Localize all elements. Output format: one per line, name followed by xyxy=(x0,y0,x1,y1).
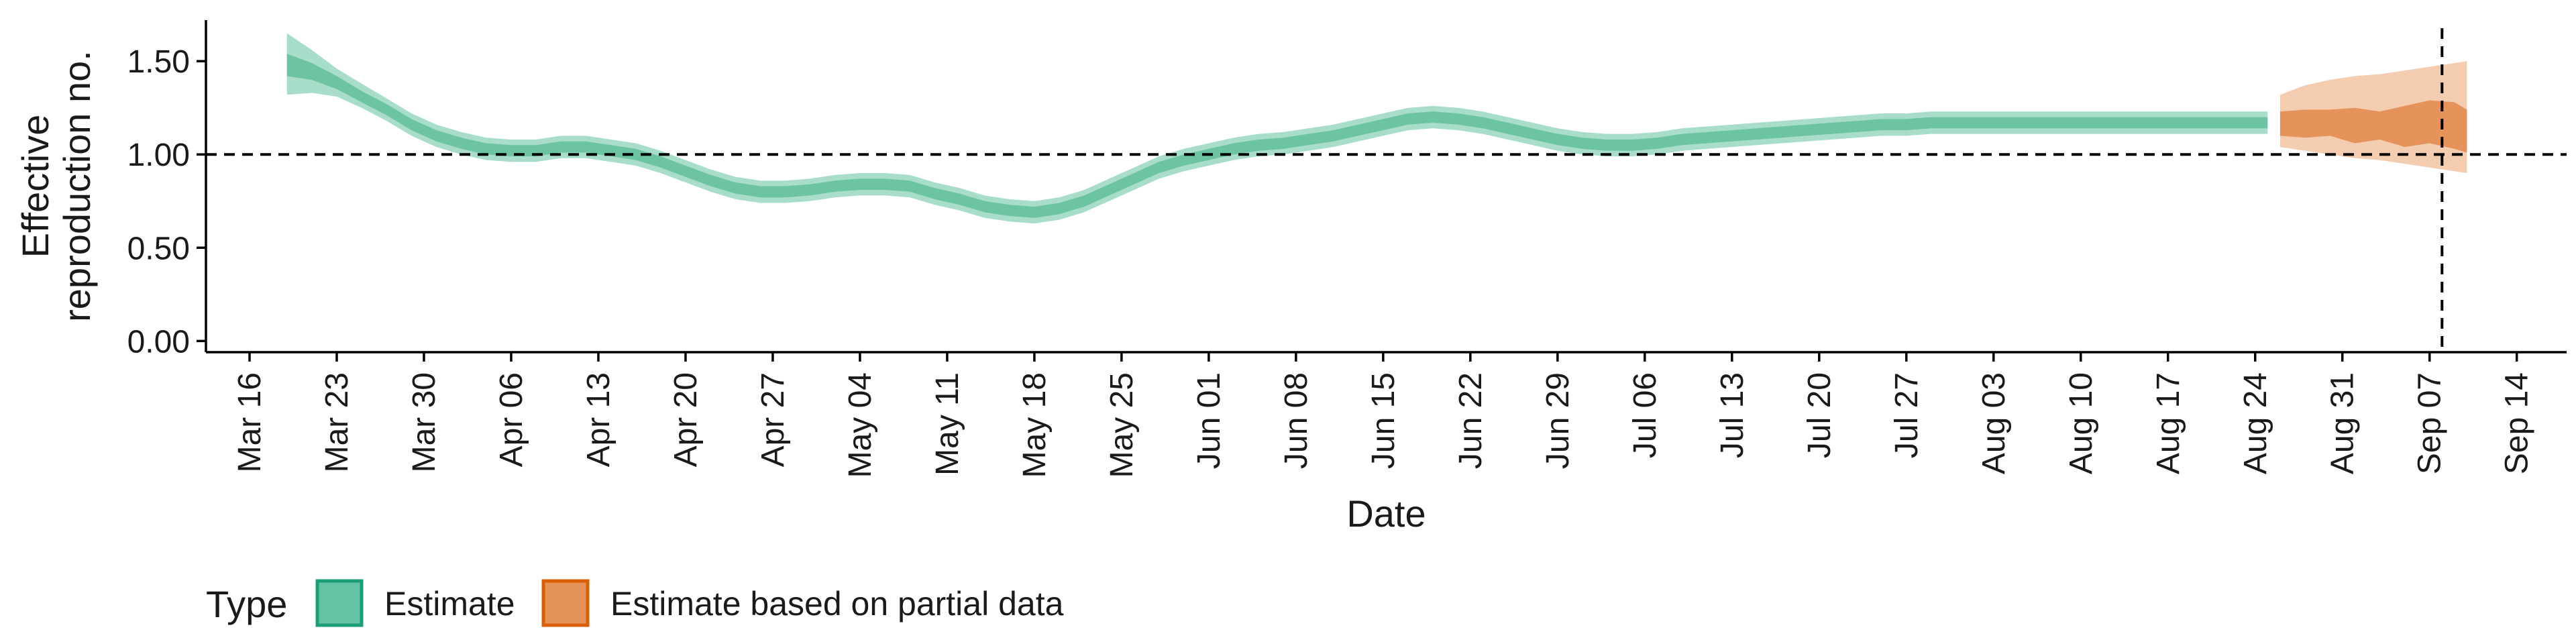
x-tick-label: Jul 20 xyxy=(1802,372,1837,458)
partial-inner-band xyxy=(2279,100,2467,153)
x-tick-label: Sep 07 xyxy=(2412,372,2448,474)
x-tick-label: Aug 17 xyxy=(2151,372,2186,474)
series-bands xyxy=(286,33,2467,224)
x-tick-label: Jun 15 xyxy=(1366,372,1401,469)
x-tick-label: Apr 27 xyxy=(755,372,791,467)
x-tick-label: Jun 08 xyxy=(1279,372,1314,469)
x-axis-title: Date xyxy=(1346,492,1426,535)
x-tick-label: Jul 13 xyxy=(1715,372,1750,458)
legend-title: Type xyxy=(206,583,287,625)
y-tick-label: 1.00 xyxy=(127,138,190,173)
x-tick-label: Jun 29 xyxy=(1540,372,1576,469)
y-axis-ticks: 0.00 0.50 1.00 1.50 xyxy=(127,44,206,360)
x-tick-label: Jul 27 xyxy=(1889,372,1925,458)
x-tick-label: Apr 13 xyxy=(581,372,616,467)
x-tick-label: Sep 14 xyxy=(2500,372,2535,474)
x-tick-label: Jul 06 xyxy=(1627,372,1663,458)
x-tick-label: Aug 10 xyxy=(2063,372,2099,474)
x-tick-label: Aug 03 xyxy=(1976,372,2012,474)
x-tick-label: Apr 06 xyxy=(494,372,529,467)
x-tick-label: Aug 24 xyxy=(2238,372,2273,474)
legend: Type Estimate Estimate based on partial d… xyxy=(206,579,1064,627)
y-axis-title-line-2: reproduction no. xyxy=(56,50,98,322)
x-tick-label: Aug 31 xyxy=(2325,372,2361,474)
x-tick-label: May 18 xyxy=(1017,372,1053,478)
x-tick-label: Mar 23 xyxy=(319,372,355,472)
y-axis-title-line-1: Effective xyxy=(14,115,56,258)
x-tick-label: Mar 16 xyxy=(232,372,268,472)
x-axis-ticks: Mar 16 Mar 23 Mar 30 Apr 06 Apr 13 Apr 20 Apr … xyxy=(232,352,2535,478)
x-tick-label: Mar 30 xyxy=(407,372,442,472)
legend-key-partial xyxy=(541,579,590,627)
x-tick-label: Apr 20 xyxy=(668,372,704,467)
x-tick-label: Jun 01 xyxy=(1191,372,1227,469)
legend-key-estimate xyxy=(315,579,364,627)
x-tick-label: May 25 xyxy=(1104,372,1140,478)
y-tick-label: 0.00 xyxy=(127,324,190,360)
x-tick-label: Jun 22 xyxy=(1453,372,1489,469)
y-tick-label: 1.50 xyxy=(127,44,190,80)
x-tick-label: May 11 xyxy=(930,372,965,476)
x-tick-label: May 04 xyxy=(843,372,878,478)
legend-label-estimate: Estimate xyxy=(384,585,515,623)
legend-label-partial: Estimate based on partial data xyxy=(610,585,1064,623)
y-tick-label: 0.50 xyxy=(127,231,190,266)
